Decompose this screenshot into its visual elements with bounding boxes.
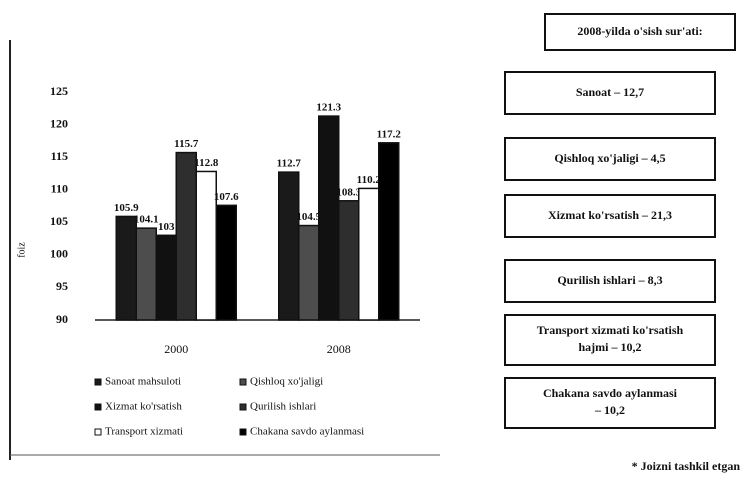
x-tick-label: 2000 xyxy=(164,342,188,356)
panel-title: 2008-yilda o'sish sur'ati: xyxy=(577,24,702,38)
legend-label: Sanoat mahsuloti xyxy=(105,376,181,388)
data-label: 107.6 xyxy=(214,191,239,203)
data-label: 104.5 xyxy=(296,211,321,223)
y-tick-label: 90 xyxy=(56,312,68,326)
bar xyxy=(115,215,137,321)
legend-label: Transport xizmati xyxy=(105,426,183,438)
legend-swatch xyxy=(239,428,247,436)
panel-title-box xyxy=(544,13,736,51)
bar xyxy=(318,115,340,321)
data-label: 105.9 xyxy=(114,202,139,214)
legend-swatch xyxy=(239,378,247,386)
panel-item: Chakana savdo aylanmasi – 10,2 xyxy=(543,386,678,417)
panel-item: Transport xizmati ko'rsatish hajmi – 10,2 xyxy=(537,323,684,354)
legend-label: Qurilish ishlari xyxy=(250,401,316,413)
y-tick-label: 120 xyxy=(50,116,68,130)
panel-item-box xyxy=(504,194,716,238)
data-label: 110.2 xyxy=(357,174,382,186)
data-label: 115.7 xyxy=(174,138,199,150)
footnote: * Joizni tashkil etgan xyxy=(632,459,741,473)
data-label: 103 xyxy=(158,221,175,233)
bar xyxy=(338,200,360,321)
data-label: 112.8 xyxy=(194,157,219,169)
legend-label: Xizmat ko'rsatish xyxy=(105,401,182,413)
legend-swatch xyxy=(94,428,102,436)
legend-label: Chakana savdo aylanmasi xyxy=(250,426,364,438)
y-tick-label: 125 xyxy=(50,84,68,98)
legend-swatch xyxy=(239,403,247,411)
panel-item-box xyxy=(504,71,716,115)
panel-item-box xyxy=(504,137,716,181)
bar xyxy=(378,142,400,321)
bar xyxy=(155,234,177,321)
y-axis-label: foiz xyxy=(16,242,27,258)
y-tick-label: 110 xyxy=(51,181,68,195)
legend-label: Qishloq xo'jaligi xyxy=(250,376,323,388)
panel-item: Qishloq xo'jaligi – 4,5 xyxy=(554,151,665,165)
panel-item-box xyxy=(504,377,716,429)
panel-item: Xizmat ko'rsatish – 21,3 xyxy=(548,208,672,222)
data-label: 117.2 xyxy=(377,128,402,140)
bar xyxy=(215,204,237,321)
panel-item: Sanoat – 12,7 xyxy=(576,85,644,99)
bar xyxy=(175,151,197,321)
bar xyxy=(135,227,157,321)
bar xyxy=(298,224,320,321)
panel-item-box xyxy=(504,314,716,366)
data-label: 104.1 xyxy=(134,214,159,226)
data-label: 112.7 xyxy=(277,158,302,170)
panel-item-box xyxy=(504,259,716,303)
bar xyxy=(278,171,300,321)
data-label: 108.3 xyxy=(336,186,361,198)
y-tick-label: 115 xyxy=(51,149,68,163)
legend-swatch xyxy=(94,403,102,411)
y-tick-label: 105 xyxy=(50,214,68,228)
bar xyxy=(358,187,380,321)
y-tick-label: 95 xyxy=(56,279,68,293)
y-tick-label: 100 xyxy=(50,247,68,261)
panel-item: Qurilish ishlari – 8,3 xyxy=(557,273,662,287)
legend-swatch xyxy=(94,378,102,386)
data-label: 121.3 xyxy=(316,102,341,114)
x-tick-label: 2008 xyxy=(327,342,351,356)
